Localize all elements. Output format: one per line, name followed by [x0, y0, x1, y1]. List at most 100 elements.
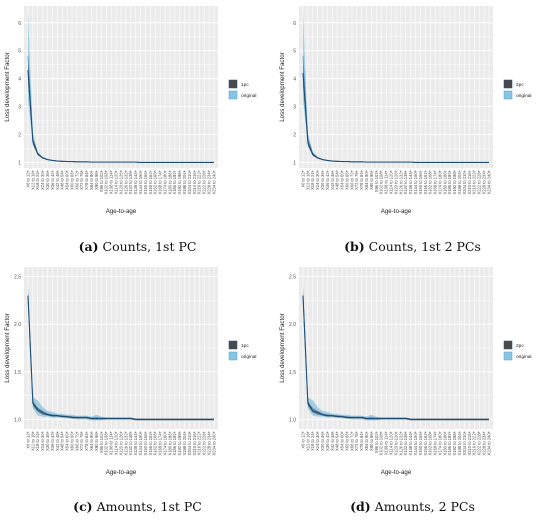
- x-tick-label: X192 to 198+: [452, 169, 457, 194]
- x-tick-label: X30 to 36+: [320, 169, 325, 190]
- x-tick-label: X6 to 12+: [25, 169, 30, 187]
- y-tick-label: 4: [293, 77, 296, 83]
- caption-text: Amounts, 2 PCs: [374, 499, 475, 514]
- x-tick-label: X90 to 96+: [94, 430, 99, 451]
- x-tick-label: X192 to 198+: [177, 430, 182, 455]
- x-tick-label: X108 to 114+: [109, 169, 114, 194]
- x-tick-label: X222 to 228+: [202, 169, 207, 194]
- chart-svg: 1.0 1.5 2.0 2.5 X6 to 12+ X12 to 18+ X18 to 24…: [279, 267, 531, 476]
- x-tick-label: X36 to 42+: [325, 430, 330, 451]
- legend-label-original: original: [241, 354, 256, 360]
- y-tick-label: 2.5: [14, 275, 21, 281]
- x-tick-label: X138 to 144+: [133, 169, 138, 194]
- y-tick-label: 1: [293, 160, 296, 166]
- x-tick-label: X102 to 108+: [379, 169, 384, 194]
- x-tick-label: X162 to 168+: [153, 430, 158, 455]
- x-tick-label: X204 to 210+: [462, 169, 467, 194]
- legend-key-original: [503, 351, 513, 361]
- x-tick-label: X120 to 126+: [118, 169, 123, 194]
- x-tick-label: X216 to 222+: [197, 430, 202, 455]
- y-tick-label: 6: [18, 21, 21, 27]
- x-tick-label: X198 to 204+: [182, 169, 187, 194]
- x-tick-label: X114 to 120+: [114, 430, 119, 455]
- y-tick-label: 1.0: [289, 417, 296, 423]
- x-tick-label: X114 to 120+: [389, 169, 394, 194]
- legend-key-original: [228, 351, 238, 361]
- x-tick-label: X186 to 192+: [172, 430, 177, 455]
- x-tick-label: X36 to 42+: [325, 169, 330, 190]
- x-tick-label: X54 to 60+: [340, 169, 345, 190]
- x-tick-label: X234 to 240+: [211, 169, 216, 194]
- x-tick-label: X126 to 132+: [123, 169, 128, 194]
- x-tick-label: X180 to 186+: [167, 430, 172, 455]
- x-tick-label: X24 to 30+: [315, 169, 320, 190]
- x-tick-label: X222 to 228+: [477, 430, 482, 455]
- x-axis-title: Age-to-age: [106, 208, 137, 215]
- x-tick-label: X216 to 222+: [197, 169, 202, 194]
- x-tick-label: X204 to 210+: [187, 430, 192, 455]
- y-axis-title: Loss development Factor: [4, 52, 11, 121]
- x-tick-label: X162 to 168+: [428, 169, 433, 194]
- caption-d: (d) Amounts, 2 PCs: [275, 499, 550, 514]
- y-tick-label: 1.5: [14, 370, 21, 376]
- x-tick-label: X156 to 162+: [423, 169, 428, 194]
- legend-label-model: 1pc: [241, 343, 249, 349]
- x-tick-label: X108 to 114+: [384, 169, 389, 194]
- x-tick-label: X36 to 42+: [50, 169, 55, 190]
- y-tick-label: 2: [293, 132, 296, 138]
- x-tick-label: X96 to 102+: [99, 430, 104, 453]
- x-tick-label: X42 to 48+: [330, 169, 335, 190]
- series-line-model: [27, 70, 214, 163]
- x-tick-label: X150 to 156+: [418, 430, 423, 455]
- x-tick-label: X156 to 162+: [423, 430, 428, 455]
- x-tick-label: X90 to 96+: [94, 169, 99, 190]
- x-tick-label: X144 to 150+: [413, 430, 418, 455]
- x-axis-title: Age-to-age: [381, 469, 412, 476]
- x-tick-label: X54 to 60+: [340, 430, 345, 451]
- chart-svg: 1 2 3 4 5 6 X6 to 12+ X12 to 18+ X18 to 24+ X24 t…: [4, 6, 256, 215]
- x-tick-label: X180 to 186+: [442, 430, 447, 455]
- x-tick-label: X162 to 168+: [428, 430, 433, 455]
- x-tick-label: X78 to 84+: [359, 169, 364, 190]
- x-tick-label: X66 to 72+: [74, 169, 79, 190]
- x-tick-label: X144 to 150+: [413, 169, 418, 194]
- legend-label-original: original: [516, 354, 531, 360]
- caption-text: Counts, 1st 2 PCs: [368, 239, 481, 254]
- x-tick-label: X138 to 144+: [133, 430, 138, 455]
- legend-key-model: [503, 79, 513, 89]
- x-tick-label: X18 to 24+: [310, 169, 315, 190]
- series-line-model: [27, 295, 214, 421]
- x-tick-label: X156 to 162+: [148, 430, 153, 455]
- x-tick-label: X60 to 66+: [69, 169, 74, 190]
- legend-label-original: original: [516, 93, 531, 99]
- x-tick-label: X192 to 198+: [177, 169, 182, 194]
- x-tick-label: X222 to 228+: [477, 169, 482, 194]
- x-tick-label: X210 to 216+: [192, 169, 197, 194]
- x-tick-label: X54 to 60+: [65, 430, 70, 451]
- x-tick-label: X174 to 180+: [437, 430, 442, 455]
- x-tick-label: X12 to 18+: [305, 430, 310, 451]
- chart-svg: 1.0 1.5 2.0 2.5 X6 to 12+ X12 to 18+ X18 to 24…: [4, 267, 256, 476]
- x-tick-label: X222 to 228+: [202, 430, 207, 455]
- caption-text: Amounts, 1st PC: [96, 499, 202, 514]
- x-tick-label: X174 to 180+: [162, 169, 167, 194]
- x-tick-label: X228 to 234+: [207, 169, 212, 194]
- x-tick-label: X66 to 72+: [349, 169, 354, 190]
- y-tick-label: 3: [293, 105, 296, 111]
- x-tick-label: X102 to 108+: [104, 430, 109, 455]
- x-tick-label: X150 to 156+: [143, 169, 148, 194]
- x-tick-label: X186 to 192+: [447, 430, 452, 455]
- x-tick-label: X108 to 114+: [384, 430, 389, 455]
- x-tick-label: X78 to 84+: [359, 430, 364, 451]
- y-tick-label: 5: [18, 49, 21, 55]
- x-tick-label: X66 to 72+: [349, 430, 354, 451]
- caption-text: Counts, 1st PC: [102, 239, 197, 254]
- x-tick-label: X72 to 78+: [354, 430, 359, 451]
- y-tick-label: 3: [18, 105, 21, 111]
- legend-label-model: 1pc: [241, 82, 249, 88]
- x-tick-label: X198 to 204+: [457, 169, 462, 194]
- x-tick-label: X234 to 240+: [486, 169, 491, 194]
- x-tick-label: X168 to 174+: [433, 430, 438, 455]
- x-tick-label: X6 to 12+: [300, 169, 305, 187]
- x-tick-label: X30 to 36+: [45, 430, 50, 451]
